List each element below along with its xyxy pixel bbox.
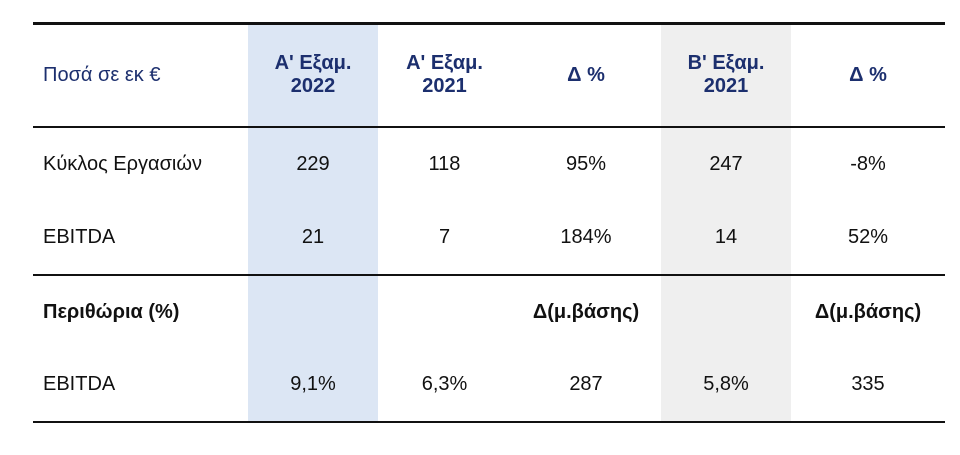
- financial-results-table: Ποσά σε εκ € Α' Εξαμ. 2022 Α' Εξαμ. 2021…: [33, 22, 945, 423]
- margins-section-label: Περιθώρια (%): [33, 273, 248, 349]
- column-header-h2-2021-period: Β' Εξαμ.: [687, 52, 765, 75]
- margin-delta-2-header: Δ(μ.βάσης): [791, 273, 945, 349]
- column-header-h1-2021-period: Α' Εξαμ.: [406, 52, 483, 75]
- cell-delta-1: 287: [511, 348, 661, 423]
- column-header-delta-1: Δ %: [511, 22, 661, 127]
- column-header-h2-2021-year: 2021: [703, 75, 749, 98]
- column-header-h2-2021: Β' Εξαμ. 2021: [661, 22, 791, 127]
- table-row-ebitda-margin: EBITDA 9,1% 6,3% 287 5,8% 335: [33, 348, 945, 423]
- cell-delta-1: 184%: [560, 225, 612, 248]
- cell-h2-2021-empty: [661, 273, 791, 349]
- row-label: EBITDA: [43, 225, 116, 248]
- column-header-h1-2022-period: Α' Εξαμ.: [274, 52, 352, 75]
- table-row-revenue: Κύκλος Εργασιών 229 118 95% 247 -8%: [33, 125, 945, 201]
- cell-h1-2021: 6,3%: [378, 348, 511, 423]
- cell-delta-1: 95%: [511, 125, 661, 201]
- cell-h1-2022: 9,1%: [248, 348, 378, 423]
- table-row-ebitda: EBITDA 21 7 184% 14 52%: [33, 200, 945, 275]
- column-header-h1-2021-year: 2021: [422, 75, 467, 98]
- cell-h2-2021: 247: [661, 125, 791, 201]
- cell-h2-2021: 5,8%: [661, 348, 791, 423]
- cell-delta-2: 52%: [847, 225, 889, 248]
- table-row-margins-header: Περιθώρια (%) Δ(μ.βάσης) Δ(μ.βάσης): [33, 273, 945, 349]
- margin-delta-1-header: Δ(μ.βάσης): [511, 273, 661, 349]
- cell-h1-2021: 7: [438, 225, 451, 248]
- column-header-h1-2022-year: 2022: [290, 75, 336, 98]
- cell-h1-2022: 229: [248, 125, 378, 201]
- cell-h1-2022-empty: [248, 273, 378, 349]
- cell-h1-2021: 118: [378, 125, 511, 201]
- cell-h1-2021-empty: [378, 273, 511, 349]
- cell-delta-2: -8%: [791, 125, 945, 201]
- cell-h2-2021: 14: [661, 200, 791, 275]
- table-header-row: Ποσά σε εκ € Α' Εξαμ. 2022 Α' Εξαμ. 2021…: [33, 22, 945, 127]
- column-header-h1-2022: Α' Εξαμ. 2022: [248, 22, 378, 127]
- cell-h1-2022: 21: [248, 200, 378, 275]
- cell-delta-2: 335: [791, 348, 945, 423]
- column-header-delta-2: Δ %: [791, 22, 945, 127]
- row-label: EBITDA: [33, 348, 248, 423]
- column-header-h1-2021: Α' Εξαμ. 2021: [378, 22, 511, 127]
- row-label: Κύκλος Εργασιών: [33, 125, 248, 201]
- amounts-unit-label: Ποσά σε εκ €: [33, 22, 248, 127]
